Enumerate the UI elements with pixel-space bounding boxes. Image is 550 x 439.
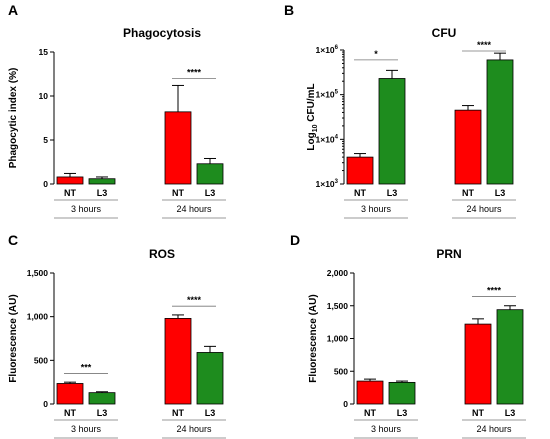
y-tick-label: 15 [39, 47, 49, 57]
significance-label: *** [81, 362, 92, 372]
y-axis-label: Fluorescence (AU) [308, 294, 319, 382]
group-label: 3 hours [71, 204, 102, 214]
y-axis-label: Log10 CFU/mL [306, 83, 319, 150]
group-label: 24 hours [176, 204, 212, 214]
category-label: L3 [495, 188, 506, 198]
bar [496, 309, 524, 405]
bar [346, 156, 374, 185]
y-tick-label: 500 [334, 366, 348, 376]
group-label: 3 hours [361, 204, 392, 214]
panel-b: B CFU 1×103 1×104 1×105 1×106 Log10 CFU/mL NT L3… [284, 2, 516, 219]
bar [196, 163, 224, 185]
bar [486, 59, 514, 185]
category-label: L3 [387, 188, 398, 198]
bar [56, 383, 84, 405]
category-label: NT [364, 408, 376, 418]
category-label: L3 [97, 408, 108, 418]
bar [56, 176, 84, 185]
group-label: 24 hours [176, 424, 212, 434]
group-label: 24 hours [466, 204, 502, 214]
y-tick-label: 0 [43, 399, 48, 409]
chart-title: ROS [149, 247, 175, 261]
y-tick-label: 1,500 [27, 268, 49, 278]
y-axis-label: Phagocytic index (%) [8, 68, 19, 169]
y-tick-label: 1×103 [316, 179, 339, 189]
bar [356, 380, 384, 405]
y-tick-label: 500 [34, 355, 48, 365]
y-tick-label: 2,000 [327, 268, 349, 278]
category-label: NT [64, 188, 76, 198]
y-tick-label: 1,500 [327, 301, 349, 311]
bar [388, 381, 416, 405]
significance-label: **** [187, 67, 202, 77]
bar [88, 178, 116, 185]
category-label: NT [462, 188, 474, 198]
significance-label: **** [187, 295, 202, 305]
bar [378, 78, 406, 185]
significance-label: **** [487, 286, 502, 296]
category-label: NT [172, 188, 184, 198]
bar [164, 318, 192, 405]
bar [88, 392, 116, 405]
category-label: NT [472, 408, 484, 418]
bar [164, 111, 192, 185]
bar [454, 109, 482, 185]
panel-d: D PRN 0 500 1,000 1,500 2,000 Fluorescence (AU)… [290, 232, 526, 439]
significance-label: * [374, 49, 378, 59]
y-tick-label: 10 [39, 91, 49, 101]
panel-letter: D [290, 232, 300, 248]
group-label: 24 hours [476, 424, 512, 434]
category-label: NT [354, 188, 366, 198]
category-label: L3 [205, 188, 216, 198]
group-label: 3 hours [371, 424, 402, 434]
y-tick-label: 0 [343, 399, 348, 409]
category-label: L3 [397, 408, 408, 418]
category-label: NT [172, 408, 184, 418]
category-label: NT [64, 408, 76, 418]
bar [464, 323, 492, 405]
significance-label: **** [477, 40, 492, 50]
y-tick-label: 1,000 [327, 334, 349, 344]
y-tick-label: 1×106 [316, 45, 339, 55]
group-label: 3 hours [71, 424, 102, 434]
y-tick-label: 1,000 [27, 312, 49, 322]
panel-letter: A [8, 2, 18, 18]
chart-title: CFU [432, 26, 457, 40]
y-axis-label: Fluorescence (AU) [8, 294, 19, 382]
y-tick-label: 1×104 [316, 134, 339, 144]
category-label: L3 [505, 408, 516, 418]
panel-c: C ROS 0 500 1,000 1,500 Fluorescence (AU) NT L3 N… [8, 232, 226, 439]
y-tick-label: 1×105 [316, 90, 339, 100]
chart-title: PRN [436, 247, 461, 261]
panel-letter: B [284, 2, 294, 18]
chart-title: Phagocytosis [123, 26, 201, 40]
bar [196, 352, 224, 405]
y-tick-label: 5 [43, 135, 48, 145]
category-label: L3 [97, 188, 108, 198]
y-tick-label: 0 [43, 179, 48, 189]
category-label: L3 [205, 408, 216, 418]
panel-a: A Phagocytosis 0 5 10 15 Phagocytic index (%) N… [8, 2, 226, 219]
panel-letter: C [8, 232, 18, 248]
